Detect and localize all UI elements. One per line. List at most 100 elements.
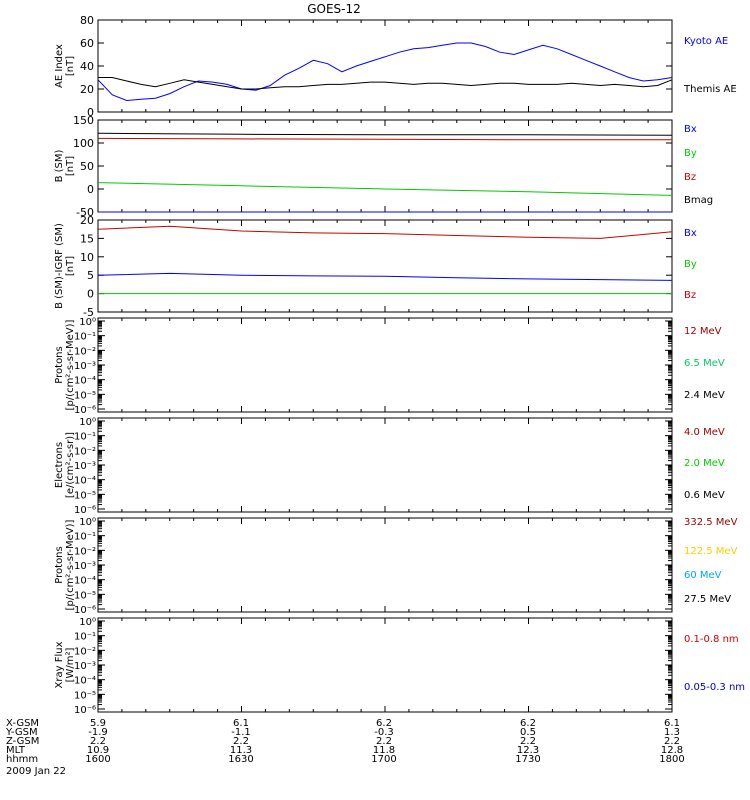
y-tick-label: 10 (80, 251, 94, 264)
legend-entry: 12 MeV (684, 326, 722, 337)
y-tick-label: 40 (80, 60, 94, 73)
panel-frame (97, 317, 673, 413)
legend-entry: Bz (684, 172, 696, 183)
panel-frame (97, 417, 673, 513)
y-tick-label: 10⁻⁶ (74, 705, 96, 716)
legend-entry: 0.6 MeV (684, 490, 725, 501)
x-axis-value: 11.3 (230, 745, 252, 756)
legend-entry: By (684, 148, 697, 159)
panel-1: 0 20 40 60 80 AE Index [nT] Kyoto AE Themis AE (54, 14, 737, 119)
y-axis-unit: [nT] (65, 156, 76, 176)
x-axis-row-label: X-GSM (6, 718, 39, 729)
y-axis-label: AE Index (54, 44, 65, 88)
x-axis-value: 1730 (515, 754, 540, 765)
x-axis-table: X-GSMY-GSMZ-GSMMLThhmm5.9-1.92.210.91600… (5, 718, 685, 777)
series-line-themis-ae (98, 77, 673, 90)
series-line-by (97, 182, 673, 196)
y-axis-unit: [e/(cm²-s-sr)] (65, 432, 76, 498)
y-tick-label: 10⁻⁴ (74, 376, 96, 387)
y-tick-label: 10⁻⁶ (74, 405, 96, 416)
x-axis-value: 1600 (85, 754, 110, 765)
x-axis-value: 6.2 (376, 718, 392, 729)
y-axis-label: Electrons (54, 442, 65, 488)
y-axis-label: Xray Flux (54, 641, 65, 688)
x-axis-row-label: hhmm (6, 754, 38, 765)
panel-5: 10⁻⁶ 10⁻⁵ 10⁻⁴ 10⁻³ 10⁻² 10⁻¹ 10⁰ Electrons [e/(… (54, 417, 725, 516)
y-axis-unit: [nT] (65, 256, 76, 276)
x-axis-value: 1630 (228, 754, 253, 765)
panel-6: 10⁻⁶ 10⁻⁵ 10⁻⁴ 10⁻³ 10⁻² 10⁻¹ 10⁰ Protons [p/(cm… (54, 517, 738, 616)
y-tick-label: 10⁻⁵ (74, 490, 96, 501)
legend-entry: Bz (684, 290, 696, 301)
y-tick-label: 10⁻³ (74, 661, 96, 672)
legend-entry: Bx (684, 124, 697, 135)
legend-entry: 27.5 MeV (684, 594, 731, 605)
panel-3: -5 0 5 10 15 20 B (SM)-IGRF (SM) [nT] Bx By Bz (54, 214, 697, 319)
y-tick-label: 0 (87, 183, 94, 196)
y-tick-label: 0 (87, 106, 94, 119)
y-axis-label: B (SM) (54, 149, 65, 182)
legend-entry: 122.5 MeV (684, 546, 738, 557)
x-axis-value: 1700 (371, 754, 396, 765)
panel-2: -50 0 50 100 150 B (SM) [nT] Bx By Bz Bmag (54, 114, 713, 219)
legend-entry: 2.0 MeV (684, 458, 725, 469)
legend-entry: 2.4 MeV (684, 390, 725, 401)
legend-entry: Kyoto AE (684, 36, 728, 47)
legend-entry: 0.05-0.3 nm (684, 682, 745, 693)
y-tick-label: 10⁻² (74, 346, 96, 357)
x-axis-value: 1.3 (664, 727, 680, 738)
series-line-bz (97, 137, 672, 141)
y-axis-unit: [p/(cm²-s-sr-MeV)] (65, 519, 76, 610)
x-axis-value: 1800 (659, 754, 684, 765)
y-tick-label: 10⁻⁵ (74, 690, 96, 701)
panel-frame (97, 517, 673, 613)
series-line-bx (97, 272, 673, 281)
y-tick-label: 10⁻³ (74, 461, 96, 472)
y-tick-label: 15 (80, 232, 94, 245)
x-axis-row-label: MLT (6, 745, 26, 756)
y-tick-label: 80 (80, 14, 94, 27)
y-tick-label: 10⁻³ (74, 561, 96, 572)
y-tick-label: 10⁻⁴ (74, 576, 96, 587)
y-tick-label: 100 (73, 137, 94, 150)
x-axis-value: 2.2 (90, 736, 106, 747)
y-tick-label: 50 (80, 160, 94, 173)
y-tick-label: 10⁻¹ (74, 432, 96, 443)
y-tick-label: 10⁻⁴ (74, 476, 96, 487)
legend-entry: 332.5 MeV (684, 517, 738, 528)
x-axis-value: 6.1 (664, 718, 680, 729)
legend-entry: 0.1-0.8 nm (684, 634, 739, 645)
y-tick-label: 20 (80, 83, 94, 96)
x-axis-value: 0.5 (520, 727, 536, 738)
legend-entry: 6.5 MeV (684, 358, 725, 369)
y-tick-label: 10⁰ (79, 617, 96, 628)
y-tick-label: 10⁰ (79, 517, 96, 528)
legend-entry: 4.0 MeV (684, 427, 725, 438)
y-tick-label: 10⁻² (74, 446, 96, 457)
y-axis-unit: [p/(cm²-s-sr-MeV)] (65, 319, 76, 410)
legend-entry: Bmag (684, 195, 713, 206)
legend-entry: By (684, 259, 697, 270)
x-axis-value: -1.9 (88, 727, 108, 738)
legend-entry: Themis AE (683, 84, 737, 95)
y-axis-unit: [nT] (65, 56, 76, 76)
legend-entry: Bx (684, 228, 697, 239)
y-tick-label: 10⁻⁶ (74, 505, 96, 516)
y-tick-label: 10⁻⁴ (74, 676, 96, 687)
x-axis-value: 2.2 (233, 736, 249, 747)
y-tick-label: 10⁻¹ (74, 332, 96, 343)
x-axis-value: 10.9 (87, 745, 109, 756)
y-tick-label: 10⁰ (79, 417, 96, 428)
y-tick-label: 20 (80, 214, 94, 227)
y-tick-label: 5 (87, 269, 94, 282)
y-tick-label: 10⁻² (74, 546, 96, 557)
y-tick-label: 10⁻⁵ (74, 590, 96, 601)
series-line-kyoto-ae (97, 42, 673, 102)
y-tick-label: 10⁻⁶ (74, 605, 96, 616)
y-tick-label: 10⁻² (74, 646, 96, 657)
y-tick-label: 60 (80, 37, 94, 50)
y-tick-label: 10⁻³ (74, 361, 96, 372)
y-axis-label: B (SM)-IGRF (SM) (54, 223, 65, 309)
